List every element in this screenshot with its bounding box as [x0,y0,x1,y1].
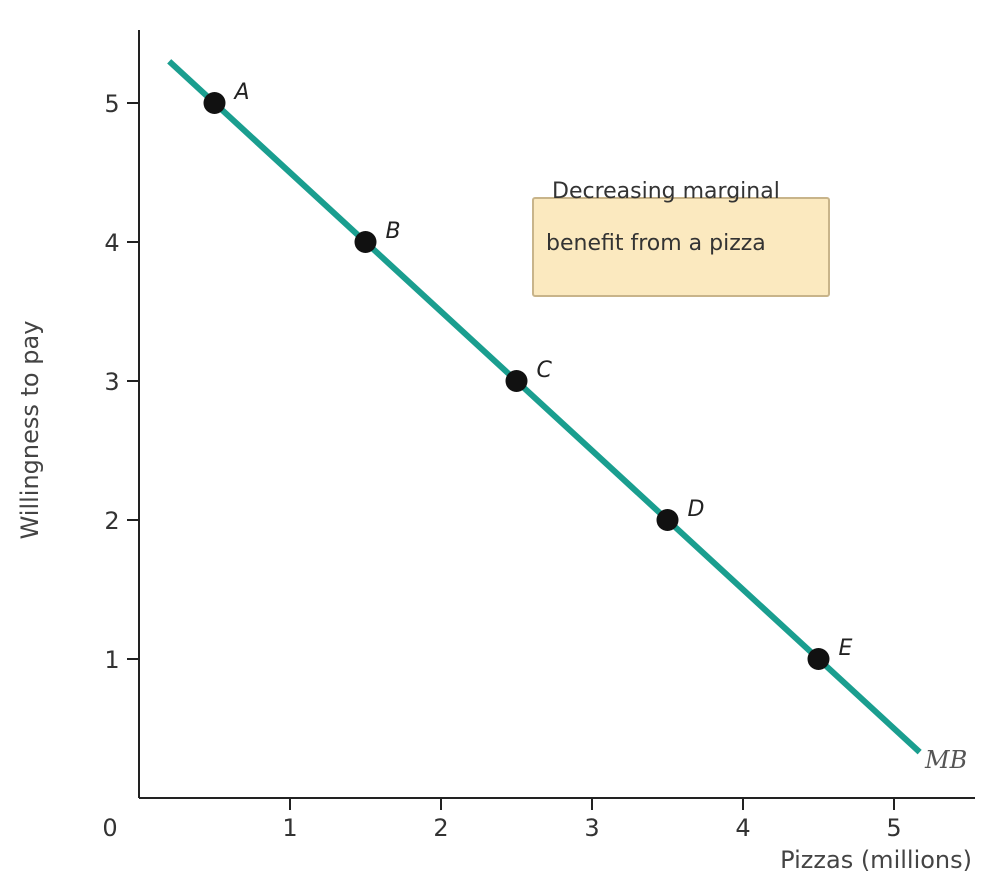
x-axis-title: Pizzas (millions) [780,846,972,874]
x-tick-label: 3 [584,814,599,842]
x-tick-label: 5 [886,814,901,842]
annotation-box [532,197,830,297]
data-point-b [354,231,377,253]
y-tick-label: 5 [104,90,119,118]
y-tick-label: 3 [104,368,119,396]
y-axis-title: Willingness to pay [16,321,44,540]
y-tick-label: 2 [104,507,119,535]
data-point-label-b: B [386,219,401,244]
data-point-label-a: A [233,80,250,105]
data-point-label-e: E [839,636,853,661]
mb-curve-line [167,59,922,755]
data-point-a [203,92,226,114]
y-axis-ticks: 1 2 3 4 5 [104,90,139,674]
data-points: A B C D E [203,80,853,670]
origin-label: 0 [102,814,117,842]
y-tick-label: 4 [104,229,119,257]
data-point-d [656,509,679,531]
x-axis-ticks: 1 2 3 4 5 [282,798,902,842]
x-tick-label: 4 [735,814,750,842]
mb-curve-label: MB [924,746,967,774]
x-tick-label: 1 [282,814,297,842]
y-tick-label: 1 [104,646,119,674]
data-point-label-d: D [688,497,705,522]
annotation-line-1: Decreasing marginal [552,179,780,204]
data-point-c [505,370,528,392]
data-point-e [807,648,830,670]
data-point-label-c: C [537,358,553,383]
annotation-line-2: benefit from a pizza [546,231,766,256]
x-tick-label: 2 [433,814,448,842]
